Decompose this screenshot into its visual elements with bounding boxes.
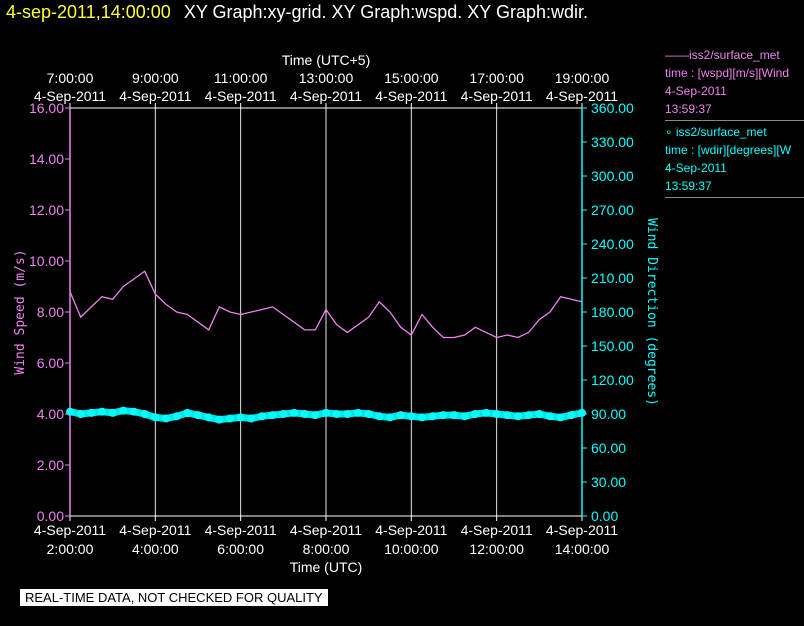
x-tick-label-time: 4:00:00 bbox=[132, 541, 179, 557]
x-tick-label-date: 4-Sep-2011 bbox=[375, 522, 447, 538]
x2-tick-label-date: 4-Sep-2011 bbox=[461, 88, 533, 104]
x-tick-label-date: 4-Sep-2011 bbox=[205, 522, 277, 538]
y2-tick-label: 270.00 bbox=[591, 202, 634, 218]
legend-wspd-time: 13:59:37 bbox=[665, 102, 712, 116]
x-axis-title: Time (UTC) bbox=[290, 559, 363, 575]
x2-tick-label-date: 4-Sep-2011 bbox=[375, 88, 447, 104]
y-tick-label: 14.00 bbox=[29, 151, 64, 167]
x2-tick-label-date: 4-Sep-2011 bbox=[205, 88, 277, 104]
legend-wdir-date: 4-Sep-2011 bbox=[665, 161, 727, 175]
series-wdir-band bbox=[69, 407, 583, 424]
x2-tick-label-time: 13:00:00 bbox=[299, 70, 354, 86]
timestamp: 4-sep-2011,14:00:00 bbox=[6, 2, 171, 22]
y2-tick-label: 120.00 bbox=[591, 372, 634, 388]
x-tick-label-time: 6:00:00 bbox=[217, 541, 264, 557]
x-tick-label-date: 4-Sep-2011 bbox=[290, 522, 362, 538]
legend-wspd-title: ——iss2/surface_met bbox=[665, 48, 780, 62]
legend: ——iss2/surface_met time : [wspd][m/s][Wi… bbox=[665, 46, 804, 200]
legend-wdir: ∘ iss2/surface_met time : [wdir][degrees… bbox=[665, 123, 804, 198]
x-tick-label-time: 2:00:00 bbox=[47, 541, 94, 557]
legend-wdir-title: ∘ iss2/surface_met bbox=[665, 125, 767, 139]
graph-list: XY Graph:xy-grid. XY Graph:wspd. XY Grap… bbox=[183, 2, 589, 22]
y2-axis-title: Wind Direction (degrees) bbox=[644, 218, 659, 406]
y2-tick-label: 210.00 bbox=[591, 270, 634, 286]
y2-tick-label: 150.00 bbox=[591, 338, 634, 354]
x2-axis-title: Time (UTC+5) bbox=[282, 52, 371, 68]
x-tick-label-time: 10:00:00 bbox=[384, 541, 439, 557]
y2-tick-label: 0.00 bbox=[591, 508, 618, 524]
x2-tick-label-time: 11:00:00 bbox=[214, 70, 268, 86]
x2-tick-label-date: 4-Sep-2011 bbox=[34, 88, 106, 104]
x2-tick-label-date: 4-Sep-2011 bbox=[290, 88, 362, 104]
y-tick-label: 6.00 bbox=[37, 355, 64, 371]
legend-wspd-date: 4-Sep-2011 bbox=[665, 84, 727, 98]
quality-notice: REAL-TIME DATA, NOT CHECKED FOR QUALITY bbox=[20, 589, 328, 606]
y2-tick-label: 360.00 bbox=[591, 100, 634, 116]
legend-wspd-var: time : [wspd][m/s][Wind bbox=[665, 66, 790, 80]
axes-layer bbox=[65, 103, 587, 521]
x-tick-label-date: 4-Sep-2011 bbox=[546, 522, 618, 538]
series-wspd-line bbox=[69, 270, 583, 339]
x-tick-label-time: 14:00:00 bbox=[555, 541, 610, 557]
y2-tick-label: 300.00 bbox=[591, 168, 634, 184]
legend-wdir-var: time : [wdir][degrees][W bbox=[665, 143, 792, 157]
y-tick-label: 4.00 bbox=[37, 406, 64, 422]
y2-tick-label: 180.00 bbox=[591, 304, 634, 320]
x-tick-label-date: 4-Sep-2011 bbox=[461, 522, 533, 538]
x2-tick-label-time: 7:00:00 bbox=[47, 70, 94, 86]
x2-tick-label-time: 9:00:00 bbox=[132, 70, 179, 86]
y2-tick-label: 330.00 bbox=[591, 134, 634, 150]
x-tick-label-date: 4-Sep-2011 bbox=[119, 522, 191, 538]
x2-tick-label-date: 4-Sep-2011 bbox=[119, 88, 191, 104]
grid-layer bbox=[154, 108, 498, 516]
legend-wdir-time: 13:59:37 bbox=[665, 179, 712, 193]
y-axis-title: Wind Speed (m/s) bbox=[13, 249, 28, 374]
x-tick-label-time: 8:00:00 bbox=[303, 541, 350, 557]
y-tick-label: 8.00 bbox=[37, 304, 64, 320]
x2-tick-label-time: 15:00:00 bbox=[384, 70, 439, 86]
y2-tick-label: 240.00 bbox=[591, 236, 634, 252]
x2-tick-label-time: 17:00:00 bbox=[469, 70, 524, 86]
legend-wspd: ——iss2/surface_met time : [wspd][m/s][Wi… bbox=[665, 46, 804, 121]
y2-tick-label: 90.00 bbox=[591, 406, 626, 422]
series-layer bbox=[66, 270, 586, 424]
y-tick-label: 2.00 bbox=[37, 457, 64, 473]
y2-tick-label: 60.00 bbox=[591, 440, 626, 456]
x-tick-label-date: 4-Sep-2011 bbox=[34, 522, 106, 538]
y-tick-label: 0.00 bbox=[37, 508, 64, 524]
y2-tick-label: 30.00 bbox=[591, 474, 626, 490]
y-tick-label: 16.00 bbox=[29, 100, 64, 116]
title-bar: 4-sep-2011,14:00:00 XY Graph:xy-grid. XY… bbox=[6, 2, 588, 23]
label-layer: 4-Sep-2011 2:00:00 7:00:00 4-Sep-2011 4-Sep-… bbox=[13, 52, 659, 575]
y-tick-label: 12.00 bbox=[29, 202, 64, 218]
y-tick-label: 10.00 bbox=[29, 253, 64, 269]
x-tick-label-time: 12:00:00 bbox=[469, 541, 524, 557]
x2-tick-label-time: 19:00:00 bbox=[555, 70, 610, 86]
x2-tick-label-date: 4-Sep-2011 bbox=[546, 88, 618, 104]
